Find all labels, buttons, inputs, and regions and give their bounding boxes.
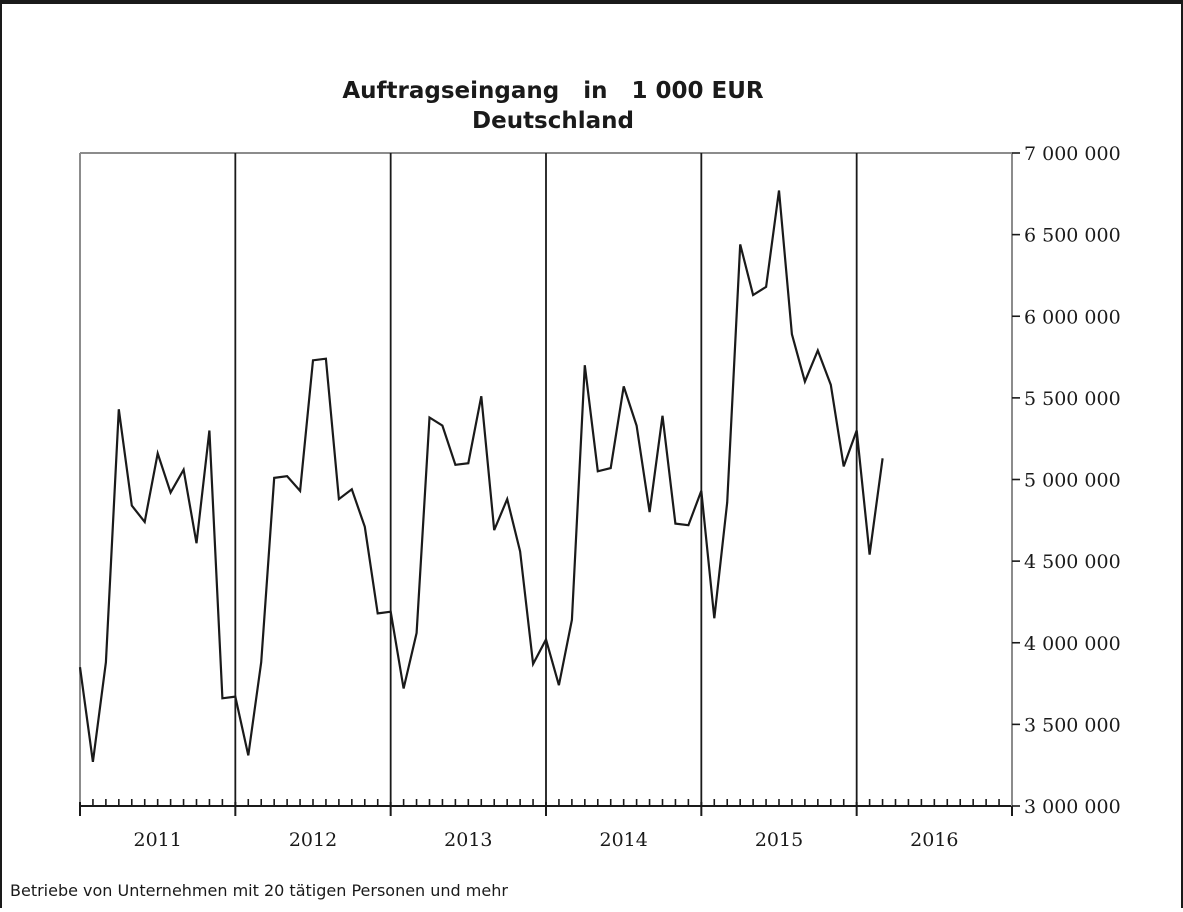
y-axis: 3 000 000 3 500 000 4 000 000 4 500 000 5 00… — [1012, 143, 1121, 818]
y-tick-label: 4 000 000 — [1024, 633, 1121, 655]
chart-title: Auftragseingang in 1 000 EUR — [342, 78, 764, 104]
series-line — [80, 191, 883, 762]
x-tick-label: 2014 — [599, 829, 647, 851]
year-separators — [235, 153, 856, 806]
footnote: Betriebe von Unternehmen mit 20 tätigen … — [10, 881, 508, 900]
y-tick-label: 5 500 000 — [1024, 388, 1121, 410]
line-chart: Auftragseingang in 1 000 EUR Deutschland… — [2, 4, 1183, 912]
x-axis: 2011 2012 2013 2014 2015 2016 — [80, 799, 1012, 851]
chart-title-group: Auftragseingang in 1 000 EUR Deutschland — [342, 78, 764, 134]
x-tick-label: 2015 — [755, 829, 803, 851]
y-tick-label: 4 500 000 — [1024, 551, 1121, 573]
chart-subtitle: Deutschland — [472, 108, 634, 134]
x-tick-label: 2013 — [444, 829, 492, 851]
y-tick-label: 3 500 000 — [1024, 714, 1121, 736]
series-group — [80, 191, 883, 762]
x-tick-label: 2016 — [910, 829, 958, 851]
x-tick-label: 2012 — [289, 829, 337, 851]
y-tick-label: 7 000 000 — [1024, 143, 1121, 165]
y-tick-label: 3 000 000 — [1024, 796, 1121, 818]
x-tick-label: 2011 — [133, 829, 181, 851]
y-tick-label: 6 500 000 — [1024, 225, 1121, 247]
y-tick-label: 6 000 000 — [1024, 306, 1121, 328]
y-tick-label: 5 000 000 — [1024, 470, 1121, 492]
